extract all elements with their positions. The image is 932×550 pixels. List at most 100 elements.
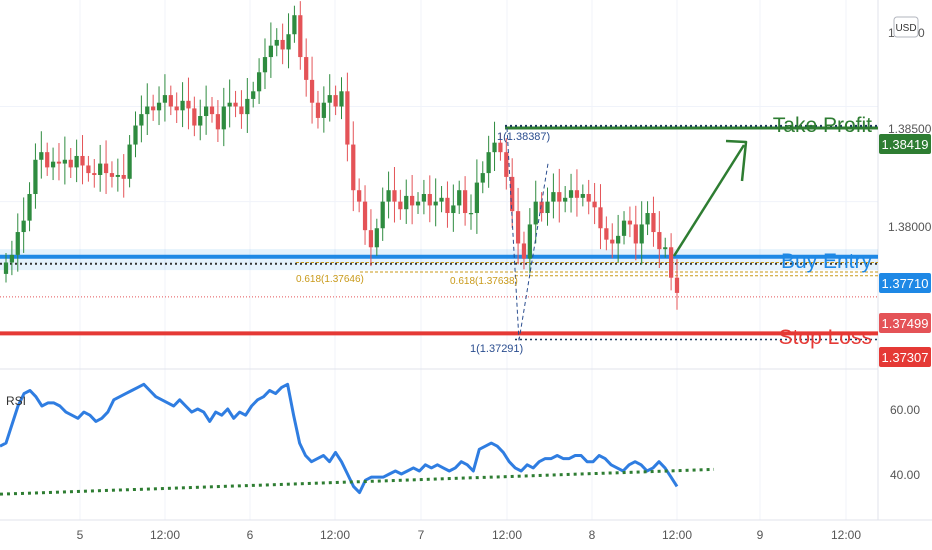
candle-body: [262, 57, 268, 73]
candle-body: [245, 98, 250, 115]
candle-body: [351, 144, 356, 191]
level-lines: [0, 124, 878, 341]
candle-body: [45, 152, 50, 168]
candle-body: [56, 161, 62, 164]
grid-lines: [0, 0, 878, 520]
candle-body: [415, 201, 421, 206]
candle-body: [198, 116, 203, 126]
fib-618-a-label: 0.618(1.37646): [296, 274, 364, 285]
candle-body: [274, 39, 279, 46]
candle-body: [445, 197, 450, 214]
candle-body: [103, 163, 109, 174]
candle-body: [492, 142, 497, 153]
candle-body: [380, 201, 385, 229]
candle-body: [27, 194, 32, 221]
price-tick-2: 1.38000: [888, 220, 932, 234]
candle-body: [80, 155, 85, 166]
candle-body: [557, 192, 562, 202]
candle-body: [215, 114, 221, 130]
candle-body: [321, 102, 326, 118]
candle-body: [286, 34, 291, 50]
candle-body: [668, 247, 674, 278]
candle-body: [333, 95, 338, 107]
target-arrow-line: [672, 144, 746, 257]
candle-body: [592, 201, 597, 208]
fib-high-label: 1(1.38387): [497, 131, 550, 143]
candle-body: [427, 194, 432, 206]
candle-body: [362, 201, 368, 231]
candle-body: [233, 102, 238, 107]
currency-badge[interactable]: [893, 16, 919, 38]
take-profit-price-tag-bg: [879, 134, 931, 154]
candle-body: [315, 102, 321, 118]
candle-body: [298, 15, 303, 58]
rsi-title: RSI: [6, 394, 26, 408]
rsi-tick-1: 60.00: [890, 403, 920, 417]
candle-body: [339, 91, 344, 107]
candle-body: [404, 195, 409, 210]
candle-body: [192, 108, 197, 126]
candle-body: [457, 190, 462, 206]
candle-body: [515, 211, 521, 244]
candle-body: [186, 100, 191, 109]
candle-body: [551, 192, 556, 202]
candle-body: [480, 173, 485, 183]
candle-body: [21, 220, 26, 233]
candle-body: [616, 235, 621, 244]
candle-body: [162, 95, 168, 103]
candle-body: [98, 163, 103, 175]
candle-body: [9, 254, 15, 263]
candle-body: [386, 190, 391, 202]
time-tick-label: 7: [418, 528, 425, 542]
candle-body: [586, 194, 591, 202]
rsi-line: [0, 382, 679, 495]
time-tick-label: 8: [589, 528, 596, 542]
candle-body: [174, 106, 179, 111]
candle-body: [221, 106, 226, 130]
candle-body: [3, 262, 9, 274]
candle-body: [227, 102, 232, 107]
candle-body: [580, 194, 585, 198]
candle-body: [462, 190, 468, 214]
candle-body: [598, 207, 603, 229]
candle-body: [663, 247, 668, 250]
currency-badge-label: USD: [895, 23, 916, 34]
stop-loss-price-tag: 1.37307: [882, 350, 929, 365]
candle-body: [498, 142, 503, 153]
candle-body: [357, 190, 362, 202]
time-tick-label: 6: [247, 528, 254, 542]
candle-body: [451, 205, 456, 214]
buy-entry-price-tag: 1.37710: [882, 276, 929, 291]
buy-entry-label: Buy Entry: [781, 250, 873, 273]
candle-body: [392, 190, 397, 202]
candle-body: [486, 152, 491, 174]
candle-body: [539, 201, 544, 214]
take-profit-label: Take Profit: [773, 114, 872, 137]
candle-body: [639, 224, 644, 244]
candle-body: [521, 243, 527, 259]
candle-body: [15, 232, 20, 255]
candle-body: [92, 173, 97, 175]
candle-body: [39, 152, 44, 160]
stop-loss-price-tag-bg: [879, 347, 931, 367]
candle-body: [345, 91, 350, 145]
time-tick-label: 12:00: [831, 528, 861, 542]
candle-body: [574, 190, 580, 198]
fib-swing-down: [506, 127, 520, 341]
candle-body: [309, 79, 315, 103]
fib-low-label: 1(1.37291): [470, 343, 523, 355]
candles: [3, 1, 680, 310]
time-tick-label: 12:00: [492, 528, 522, 542]
candle-body: [86, 165, 91, 174]
candle-body: [374, 228, 379, 248]
time-axis: 5 12:00 6 12:00 7 12:00 8 12:00 9 12:00: [77, 528, 862, 542]
candle-body: [251, 91, 256, 99]
candle-body: [651, 213, 656, 233]
fib-618-b-label: 0.618(1.37638): [450, 276, 518, 287]
fib-swing-up: [518, 163, 549, 341]
candle-body: [62, 159, 67, 164]
candle-body: [139, 114, 144, 126]
rsi-trendline: [0, 467, 715, 496]
candle-body: [115, 174, 120, 177]
take-profit-price-tag: 1.38419: [882, 137, 929, 152]
